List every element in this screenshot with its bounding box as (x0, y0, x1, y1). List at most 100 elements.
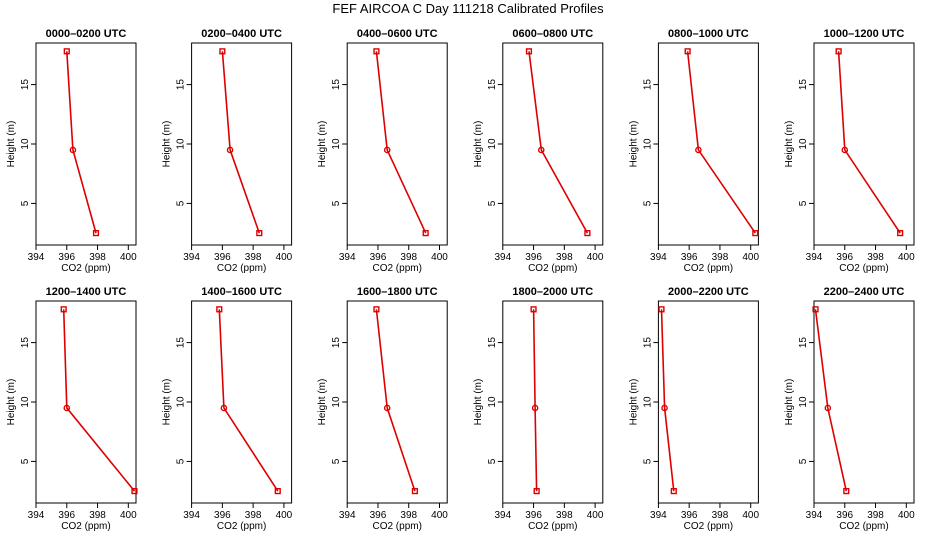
panel-title: 0200–0400 UTC (201, 28, 282, 40)
panel-title: 1000–1200 UTC (824, 28, 905, 40)
panel-title: 1800–2000 UTC (512, 286, 593, 298)
x-tick-label: 398 (400, 510, 417, 521)
x-tick-label: 394 (339, 252, 356, 263)
data-point-marker (525, 48, 533, 55)
plot-frame (35, 300, 137, 504)
data-point-marker (530, 306, 537, 313)
data-point-marker (216, 306, 223, 313)
plot-frame (35, 42, 137, 246)
data-point-marker (658, 306, 665, 313)
y-tick-label: 10 (331, 138, 342, 150)
data-point-marker (131, 488, 138, 495)
panel-title: 0400–0600 UTC (357, 28, 438, 40)
plot-frame (191, 300, 293, 504)
data-point-marker (383, 146, 391, 154)
profile-line (532, 309, 538, 492)
y-axis-label: Height (m) (628, 121, 639, 168)
profile-panel: 1400–1600 UTC 394 396 398 400 5 10 15 CO2 (ppm) H… (162, 286, 293, 532)
plot-frame (502, 300, 604, 504)
x-tick-label: 394 (28, 252, 45, 263)
y-axis-label: Height (m) (784, 121, 795, 168)
y-tick-label: 10 (487, 396, 498, 408)
x-tick-label: 398 (400, 252, 417, 263)
x-tick-label: 394 (650, 510, 667, 521)
x-tick-label: 400 (898, 510, 915, 521)
x-tick-label: 396 (214, 252, 231, 263)
x-tick-label: 398 (89, 510, 106, 521)
data-point-marker (531, 404, 539, 412)
x-axis-label: CO2 (ppm) (839, 521, 888, 532)
y-tick-label: 15 (798, 79, 809, 91)
data-point-marker (835, 48, 842, 55)
profile-line (221, 51, 261, 234)
data-point-marker (584, 230, 591, 237)
x-tick-label: 394 (28, 510, 45, 521)
profile-line (660, 309, 675, 492)
panel-title: 0600–0800 UTC (512, 28, 593, 40)
data-point-marker (383, 404, 391, 412)
data-point-marker (841, 146, 849, 154)
y-axis-label: Height (m) (317, 121, 328, 168)
plot-frame (657, 300, 759, 504)
plot-frame (346, 42, 448, 246)
x-axis-label: CO2 (ppm) (372, 521, 421, 532)
x-tick-label: 398 (245, 510, 262, 521)
y-axis-label: Height (m) (317, 379, 328, 426)
data-point-marker (670, 488, 677, 495)
x-tick-label: 396 (836, 252, 853, 263)
y-tick-label: 10 (331, 396, 342, 408)
y-axis-label: Height (m) (473, 379, 484, 426)
x-axis-label: CO2 (ppm) (839, 263, 888, 274)
profile-line (62, 309, 136, 492)
x-axis-label: CO2 (ppm) (528, 263, 577, 274)
y-tick-label: 15 (642, 337, 653, 349)
data-point-marker (843, 488, 850, 495)
y-tick-label: 5 (20, 200, 31, 206)
profile-panel: 0000–0200 UTC 394 396 398 400 5 10 15 CO2 (ppm) H… (6, 28, 137, 274)
y-tick-label: 5 (176, 458, 187, 464)
x-tick-label: 400 (431, 252, 448, 263)
profile-panel: 0800–1000 UTC 394 396 398 400 5 10 15 CO2 (ppm) H… (628, 28, 759, 274)
y-tick-label: 15 (487, 337, 498, 349)
y-tick-label: 10 (642, 138, 653, 150)
y-tick-label: 5 (331, 458, 342, 464)
profile-panel: 1200–1400 UTC 394 396 398 400 5 10 15 CO2 (ppm) H… (6, 286, 138, 532)
data-point-marker (226, 146, 234, 154)
profile-panel: 1000–1200 UTC 394 396 398 400 5 10 15 CO2 (ppm) H… (784, 28, 915, 274)
data-point-marker (661, 404, 668, 412)
profile-panel: 2200–2400 UTC 394 396 398 400 5 10 15 CO2 (ppm) H… (784, 286, 915, 532)
plot-frame (502, 42, 604, 246)
x-tick-label: 398 (556, 510, 573, 521)
x-tick-label: 398 (556, 252, 573, 263)
x-axis-label: CO2 (ppm) (684, 263, 733, 274)
x-tick-label: 396 (525, 510, 542, 521)
y-tick-label: 10 (642, 396, 653, 408)
profile-panel: 0400–0600 UTC 394 396 398 400 5 10 15 CO2 (ppm) H… (317, 28, 448, 274)
y-tick-label: 15 (176, 79, 187, 91)
x-tick-label: 394 (183, 510, 200, 521)
data-point-marker (69, 146, 77, 154)
x-tick-label: 398 (712, 510, 729, 521)
profile-line (218, 309, 279, 492)
y-tick-label: 15 (20, 337, 31, 349)
y-tick-label: 15 (331, 337, 342, 349)
x-tick-label: 396 (681, 510, 698, 521)
x-axis-label: CO2 (ppm) (217, 263, 266, 274)
y-tick-label: 5 (798, 200, 809, 206)
x-tick-label: 396 (370, 252, 387, 263)
y-tick-label: 5 (487, 458, 498, 464)
y-axis-label: Height (m) (162, 121, 173, 168)
x-tick-label: 400 (587, 252, 604, 263)
profile-line (66, 51, 97, 234)
x-tick-label: 394 (183, 252, 200, 263)
x-tick-label: 394 (806, 252, 823, 263)
y-axis-label: Height (m) (6, 121, 17, 168)
y-axis-label: Height (m) (162, 379, 173, 426)
y-tick-label: 10 (798, 396, 809, 408)
plot-frame (191, 42, 293, 246)
x-axis-label: CO2 (ppm) (61, 521, 110, 532)
x-tick-label: 400 (742, 252, 759, 263)
x-tick-label: 400 (120, 510, 137, 521)
y-axis-label: Height (m) (784, 379, 795, 426)
